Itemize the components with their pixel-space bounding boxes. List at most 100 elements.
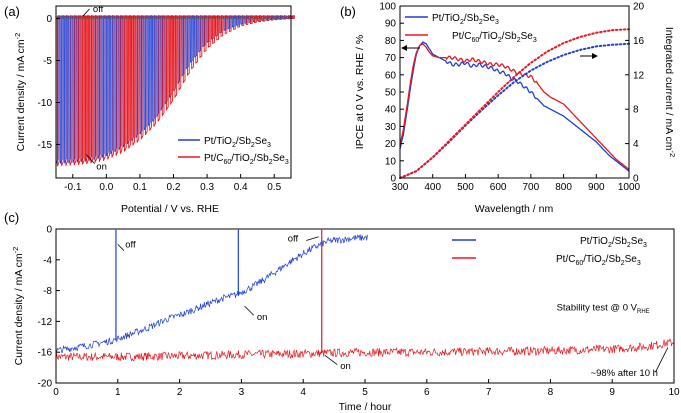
panel-c-y-tick-label: 0: [46, 225, 52, 236]
panel-b-series-red-solid: [399, 42, 630, 170]
panel-c-y-tick-label: -4: [43, 255, 52, 266]
panel-a-y-tick-label: -5: [43, 56, 52, 67]
panel-b: (b) 300 400 500 600 700 800 900 100001020304050…: [340, 2, 677, 216]
panel-c-x-tick-label: 10: [668, 387, 680, 398]
panel-b-series-red-dotted: [399, 28, 630, 179]
panel-a-x-tick-label: 0.3: [200, 182, 214, 193]
panel-a-y-tick-label: -10: [38, 98, 53, 109]
panel-c-x-tick-label: 1: [115, 387, 121, 398]
panel-c-y-tick-label: -20: [38, 379, 53, 390]
panel-b-legend-label-red: Pt/C60/TiO2/Sb2Se3: [452, 31, 537, 44]
panel-c-xlabel: Time / hour: [339, 401, 392, 413]
panel-a-y-tick-label: -15: [38, 140, 53, 151]
panel-c-y-tick-label: -8: [43, 286, 52, 297]
panel-b-y2-tick-label: 0: [633, 174, 639, 185]
panel-b-y-tick-label: 50: [385, 88, 397, 99]
panel-c-x-tick-label: 9: [609, 387, 615, 398]
panel-b-xlabel: Wavelength / nm: [475, 203, 554, 215]
panel-b-ylabel: IPCE at 0 V vs. RHE / %: [354, 35, 366, 149]
panel-c-ylabel: Current density / mA cm-2: [11, 247, 25, 366]
panel-b-legend-label-blue: Pt/TiO2/Sb2Se3: [432, 13, 499, 26]
panel-b-y2-tick-label: 8: [633, 105, 639, 116]
panel-a-x-tick-label: -0.1: [64, 182, 82, 193]
panel-a-label: (a): [4, 4, 20, 19]
panel-c-annotations: off off on on Stability test @ 0 VRHE ~98% af…: [117, 233, 669, 379]
panel-c-annotation-5: ~98% after 10 h: [591, 368, 658, 379]
panel-c-off-pointer-2: [306, 236, 319, 241]
panel-b-x-tick-label: 500: [457, 182, 474, 193]
panel-a-ylabel: Current density / mA cm-2: [13, 33, 27, 152]
panel-c: (c) 0 1 2 3 4 5 6 7 8 9 10 0 -4 -8 -12 -16 -20 Time / ho…: [4, 210, 680, 413]
panel-b-series-blue-dotted: [399, 42, 630, 179]
panel-b-left-axis-arrow: [401, 45, 420, 51]
panel-a: (a) -0.1 0.0 0.1 0.2 0.3 0.4 0.5 0 -5 -10 -15 Pote…: [4, 4, 295, 215]
panel-b-x-tick-label: 300: [392, 182, 409, 193]
panel-b-y2-tick-label: 12: [633, 70, 645, 81]
panel-b-y-tick-label: 30: [385, 122, 397, 133]
panel-a-off-pointer: [82, 8, 90, 17]
panel-c-plot-area: [55, 229, 675, 362]
panel-a-x-tick-label: 0.0: [99, 182, 113, 193]
panel-b-y-tick-label: 0: [390, 174, 396, 185]
panel-a-annotation-off: off: [93, 4, 104, 15]
panel-a-x-tick-label: 0.2: [167, 182, 181, 193]
panel-a-series-red: [56, 15, 295, 167]
panel-b-y2label: Integrated current / mA cm-2: [663, 27, 677, 157]
panel-b-y-tick-label: 90: [385, 19, 397, 30]
panel-c-x-tick-label: 6: [424, 387, 430, 398]
panel-a-annotation-on: on: [96, 162, 107, 173]
panel-a-plot-area: [55, 8, 295, 167]
panel-b-plot-area: [399, 28, 630, 179]
panel-c-series-red: [55, 338, 675, 362]
panel-b-right-axis-arrow: [580, 53, 598, 59]
panel-b-y-tick-label: 10: [385, 156, 397, 167]
panel-a-x-tick-label: 0.5: [267, 182, 281, 193]
panel-c-x-tick-label: 3: [239, 387, 245, 398]
panel-c-x-tick-label: 8: [548, 387, 554, 398]
panel-c-annotation-4: Stability test @ 0 VRHE: [557, 303, 650, 316]
panel-a-y-tick-label: 0: [46, 14, 52, 25]
panel-b-x-tick-label: 1000: [618, 182, 641, 193]
panel-c-legend-label-red: Pt/C60/TiO2/Sb2Se3: [556, 254, 641, 267]
panel-c-label: (c): [4, 210, 19, 225]
panel-b-legend: Pt/TiO2/Sb2Se3 Pt/C60/TiO2/Sb2Se3: [405, 13, 537, 44]
panel-b-x-tick-label: 700: [523, 182, 540, 193]
panel-c-x-tick-label: 2: [177, 387, 183, 398]
panel-a-on-pointer: [85, 154, 95, 164]
panel-c-x-tick-label: 5: [362, 387, 368, 398]
panel-a-x-tick-label: 0.1: [133, 182, 147, 193]
panel-c-annotation-1: off: [288, 233, 299, 244]
panel-b-label: (b): [340, 4, 356, 19]
panel-b-y2-tick-label: 16: [633, 36, 645, 47]
panel-c-legend: Pt/TiO2/Sb2Se3 Pt/C60/TiO2/Sb2Se3: [452, 236, 647, 267]
panel-c-ticks: 0 1 2 3 4 5 6 7 8 9 10 0 -4 -8 -12 -16 -20: [38, 225, 680, 399]
panel-c-annotation-0: off: [125, 239, 136, 250]
panel-a-ticks: -0.1 0.0 0.1 0.2 0.3 0.4 0.5 0 -5 -10 -15: [38, 14, 282, 193]
panel-c-annotation-3: on: [340, 361, 351, 372]
panel-c-retention-pointer: [655, 347, 669, 373]
panel-c-x-tick-label: 7: [486, 387, 492, 398]
panel-b-x-tick-label: 800: [555, 182, 572, 193]
panel-b-y-tick-label: 20: [385, 139, 397, 150]
panel-b-y-tick-label: 100: [379, 2, 396, 13]
panel-c-annotation-2: on: [257, 312, 268, 323]
panel-c-on-pointer-2: [324, 354, 338, 365]
panel-b-series-blue-solid: [399, 41, 630, 172]
panel-c-series-blue: [55, 233, 368, 354]
panel-c-legend-label-blue: Pt/TiO2/Sb2Se3: [580, 236, 647, 249]
panel-a-legend: Pt/TiO2/Sb2Se3 Pt/C60/TiO2/Sb2Se3: [178, 136, 289, 166]
panel-b-ticks: 300 400 500 600 700 800 900 1000010203040506070…: [379, 2, 644, 194]
panel-b-x-tick-label: 600: [490, 182, 507, 193]
panel-b-x-tick-label: 900: [588, 182, 605, 193]
panel-c-on-pointer-1: [244, 305, 255, 316]
panel-b-y-tick-label: 80: [385, 36, 397, 47]
panel-c-y-tick-label: -12: [38, 317, 53, 328]
panel-b-y2-tick-label: 4: [633, 139, 639, 150]
panel-c-y-tick-label: -16: [38, 348, 53, 359]
panel-c-x-tick-label: 0: [53, 387, 59, 398]
panel-a-x-tick-label: 0.4: [234, 182, 248, 193]
panel-a-xlabel: Potential / V vs. RHE: [121, 203, 219, 215]
panel-b-y2-tick-label: 20: [633, 2, 645, 13]
panel-b-y-tick-label: 70: [385, 53, 397, 64]
